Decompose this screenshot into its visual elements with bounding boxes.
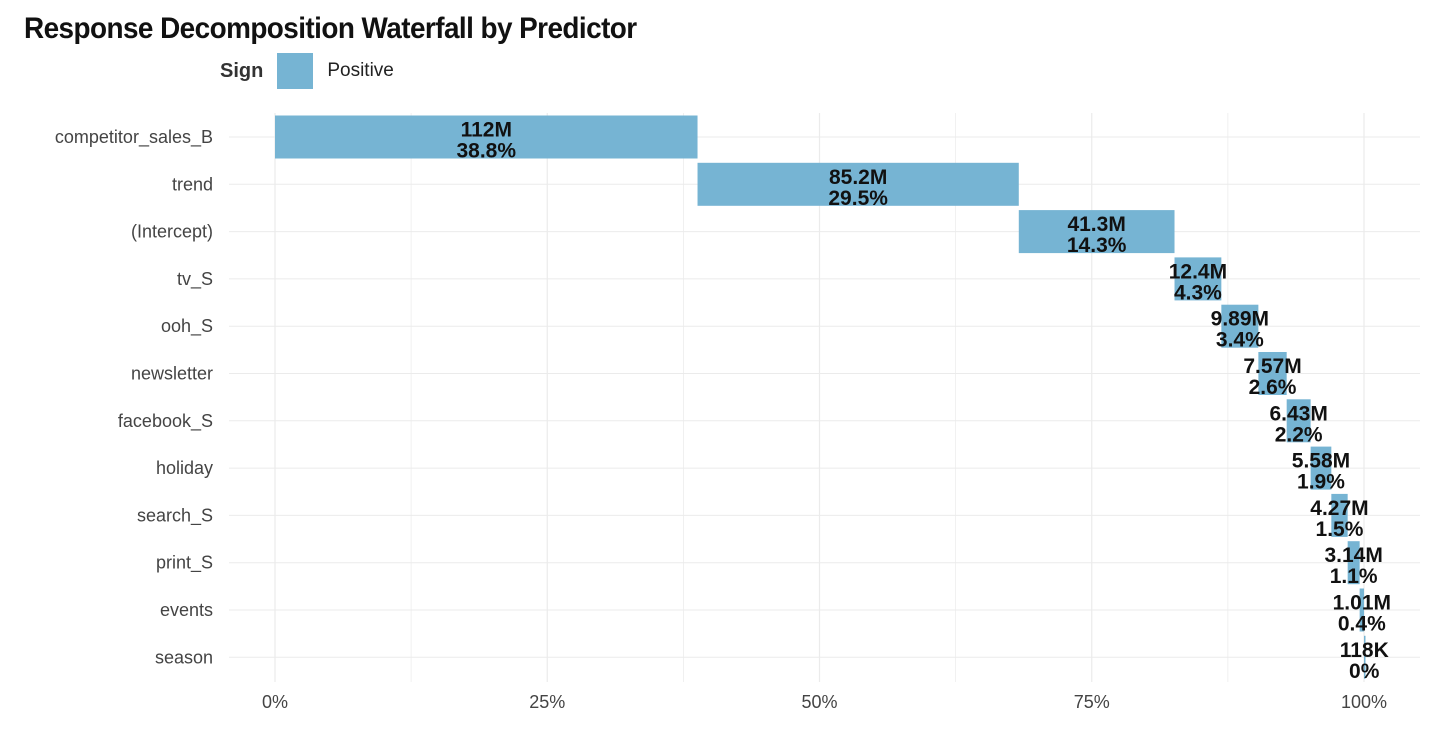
legend-swatch-positive (277, 53, 314, 89)
y-tick-label: ooh_S (161, 316, 213, 337)
data-label-value: 4.27M (1310, 497, 1368, 520)
data-label-value: 9.89M (1211, 308, 1269, 331)
data-label-percent: 0.4% (1338, 613, 1386, 636)
y-tick-label: trend (172, 174, 213, 194)
data-label-percent: 38.8% (456, 140, 516, 163)
bar-print-s (1347, 541, 1360, 585)
bar-intercept (1018, 210, 1175, 254)
bar-events (1359, 588, 1364, 632)
y-tick-label: tv_S (177, 269, 213, 290)
data-label-percent: 14.3% (1067, 234, 1127, 257)
data-label-value: 41.3M (1067, 213, 1125, 236)
bar-newsletter (1258, 352, 1287, 395)
data-label-value: 85.2M (829, 166, 887, 189)
bars-layer (275, 115, 1366, 679)
data-label-value: 6.43M (1269, 402, 1327, 425)
bar-season (1364, 635, 1366, 679)
data-label-percent: 0% (1349, 660, 1380, 683)
data-label-percent: 1.9% (1297, 471, 1345, 494)
y-tick-label: search_S (137, 505, 213, 526)
legend-title: Sign (220, 59, 264, 82)
data-label-value: 1.01M (1333, 592, 1391, 615)
bar-trend (697, 162, 1019, 206)
data-label-percent: 2.6% (1249, 376, 1297, 399)
y-tick-label: events (160, 600, 213, 620)
grid-layer (229, 113, 1420, 682)
y-tick-label: facebook_S (118, 411, 213, 432)
data-label-value: 7.57M (1243, 355, 1301, 378)
y-tick-label: print_S (156, 553, 213, 574)
y-tick-label: season (155, 647, 213, 667)
legend: Sign Positive (220, 52, 394, 90)
x-tick-label: 50% (801, 692, 837, 712)
bar-search-s (1331, 493, 1348, 537)
chart-title: Response Decomposition Waterfall by Pred… (24, 12, 637, 45)
y-tick-label: newsletter (131, 364, 213, 384)
bar-holiday (1310, 446, 1332, 490)
data-label-percent: 4.3% (1174, 281, 1222, 304)
data-label-value: 3.14M (1324, 544, 1382, 567)
data-label-value: 112M (461, 119, 512, 142)
data-label-value: 12.4M (1169, 260, 1227, 283)
bar-ooh-s (1221, 304, 1259, 348)
x-tick-label: 75% (1074, 692, 1110, 712)
x-tick-label: 25% (529, 692, 565, 712)
bar-competitor-sales-b (275, 115, 698, 159)
y-tick-label: (Intercept) (131, 222, 213, 242)
data-label-percent: 29.5% (828, 187, 888, 210)
x-tick-label: 100% (1341, 692, 1387, 712)
bar-tv-s (1174, 257, 1222, 301)
data-label-value: 118K (1340, 639, 1389, 662)
y-tick-label: holiday (156, 458, 213, 478)
data-label-percent: 1.5% (1316, 518, 1364, 541)
data-label-percent: 2.2% (1275, 423, 1323, 446)
data-label-percent: 1.1% (1330, 565, 1378, 588)
bar-facebook-s (1286, 399, 1311, 443)
y-tick-label: competitor_sales_B (55, 127, 213, 148)
data-label-percent: 3.4% (1216, 329, 1264, 352)
legend-label-positive: Positive (327, 60, 394, 81)
x-tick-label: 0% (262, 692, 288, 712)
data-label-value: 5.58M (1292, 450, 1350, 473)
